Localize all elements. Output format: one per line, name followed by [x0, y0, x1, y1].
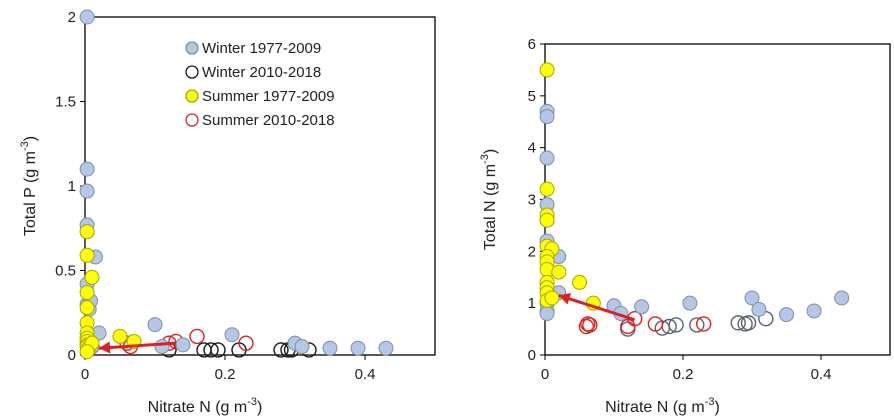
point-winter-1977-2009: [350, 340, 366, 356]
point-summer-1977-2009: [79, 247, 95, 263]
point-summer-2010-2018: [647, 316, 664, 332]
point-winter-2010-2018: [203, 342, 219, 358]
point-winter-1977-2009: [378, 340, 394, 356]
point-winter-1977-2009: [322, 340, 338, 356]
y-axis-label: Total N (g m-3): [479, 149, 499, 250]
x-axis-label-text: Nitrate N (g m: [605, 399, 705, 416]
y-tick-label: 1.5: [55, 94, 76, 111]
legend-marker-summer-1977-2009: [185, 89, 199, 103]
legend-label-summer-2010-2018: Summer 2010-2018: [202, 112, 335, 129]
trend-arrow-line: [558, 293, 636, 322]
x-tick-label: 0.2: [673, 366, 694, 383]
y-axis-label-text: Total N (g m: [482, 164, 499, 250]
legend-marker-winter-2010-2018: [185, 65, 199, 79]
y-tick-label: 0: [528, 347, 536, 364]
point-summer-1977-2009: [84, 269, 100, 285]
point-summer-1977-2009: [539, 212, 555, 228]
point-winter-1977-2009: [744, 290, 760, 306]
y-tick-label: 3: [528, 192, 536, 209]
point-summer-1977-2009: [544, 290, 560, 306]
point-summer-2010-2018: [238, 335, 254, 351]
y-axis-label-end: ): [22, 136, 39, 141]
legend-marker-winter-1977-2009: [185, 41, 199, 55]
x-axis-label-sup: -3: [705, 396, 715, 408]
x-axis-label-text: Nitrate N (g m: [148, 399, 248, 416]
point-winter-2010-2018: [740, 315, 757, 331]
point-winter-1977-2009: [539, 109, 555, 125]
point-summer-1977-2009: [572, 274, 587, 290]
trend-arrow-head: [99, 341, 111, 354]
point-winter-1977-2009: [147, 317, 163, 333]
point-winter-1977-2009: [79, 9, 95, 25]
point-summer-1977-2009: [79, 300, 95, 316]
y-tick-label: 1: [528, 295, 536, 312]
point-summer-1977-2009: [112, 328, 128, 344]
point-winter-1977-2009: [79, 183, 95, 199]
y-tick-label: 2: [68, 9, 76, 26]
point-winter-1977-2009: [834, 290, 850, 306]
y-axis-label-sup: -3: [479, 154, 491, 164]
point-summer-2010-2018: [189, 328, 205, 345]
y-axis-label: Total P (g m-3): [19, 136, 39, 236]
y-tick-label: 6: [528, 36, 536, 53]
point-winter-1977-2009: [634, 299, 650, 315]
y-axis-label-sup: -3: [19, 141, 31, 151]
y-tick-label: 5: [528, 88, 536, 105]
point-winter-1977-2009: [294, 339, 310, 355]
point-summer-1977-2009: [79, 344, 95, 360]
y-axis-label-text: Total P (g m: [22, 151, 39, 236]
point-winter-1977-2009: [175, 337, 191, 353]
point-winter-1977-2009: [224, 327, 240, 343]
point-summer-1977-2009: [551, 264, 567, 280]
x-axis-label-end: ): [257, 399, 262, 416]
point-summer-1977-2009: [79, 224, 95, 240]
y-tick-label: 0.5: [55, 263, 76, 280]
x-axis-label: Nitrate N (g m-3): [148, 396, 263, 416]
y-tick-label: 2: [528, 243, 536, 260]
legend-marker-summer-2010-2018: [185, 113, 199, 127]
y-tick-label: 0: [68, 347, 76, 364]
point-winter-1977-2009: [751, 301, 767, 317]
point-winter-1977-2009: [682, 295, 698, 311]
point-summer-1977-2009: [79, 284, 95, 300]
point-winter-2010-2018: [668, 317, 684, 333]
x-tick-label: 0.4: [355, 366, 376, 383]
point-winter-2010-2018: [273, 342, 289, 358]
point-summer-1977-2009: [539, 181, 555, 197]
x-tick-label: 0.4: [811, 366, 832, 383]
x-axis-label-sup: -3: [247, 396, 257, 408]
point-summer-2010-2018: [582, 317, 598, 333]
point-winter-1977-2009: [154, 339, 170, 355]
point-winter-1977-2009: [806, 303, 822, 319]
legend-label-winter-2010-2018: Winter 2010-2018: [202, 64, 321, 81]
x-axis-label-end: ): [715, 399, 720, 416]
point-winter-1977-2009: [779, 307, 794, 323]
point-summer-2010-2018: [580, 316, 596, 332]
legend-label-summer-1977-2009: Summer 1977-2009: [202, 88, 335, 105]
point-winter-1977-2009: [79, 161, 95, 177]
point-winter-1977-2009: [539, 306, 555, 322]
point-summer-1977-2009: [539, 62, 555, 78]
trend-arrow-line: [98, 341, 177, 350]
point-summer-2010-2018: [696, 316, 712, 332]
trend-arrow-head: [558, 293, 572, 305]
x-tick-label: 0: [81, 366, 89, 383]
y-tick-label: 4: [528, 140, 536, 157]
legend-label-winter-1977-2009: Winter 1977-2009: [202, 40, 321, 57]
x-tick-label: 0: [541, 366, 549, 383]
point-winter-2010-2018: [730, 315, 746, 331]
x-tick-label: 0.2: [215, 366, 236, 383]
point-winter-1977-2009: [539, 150, 555, 166]
point-winter-2010-2018: [689, 317, 705, 333]
y-tick-label: 1: [68, 178, 76, 195]
y-axis-label-end: ): [482, 149, 499, 154]
x-axis-label: Nitrate N (g m-3): [605, 396, 720, 416]
point-winter-2010-2018: [210, 342, 226, 358]
